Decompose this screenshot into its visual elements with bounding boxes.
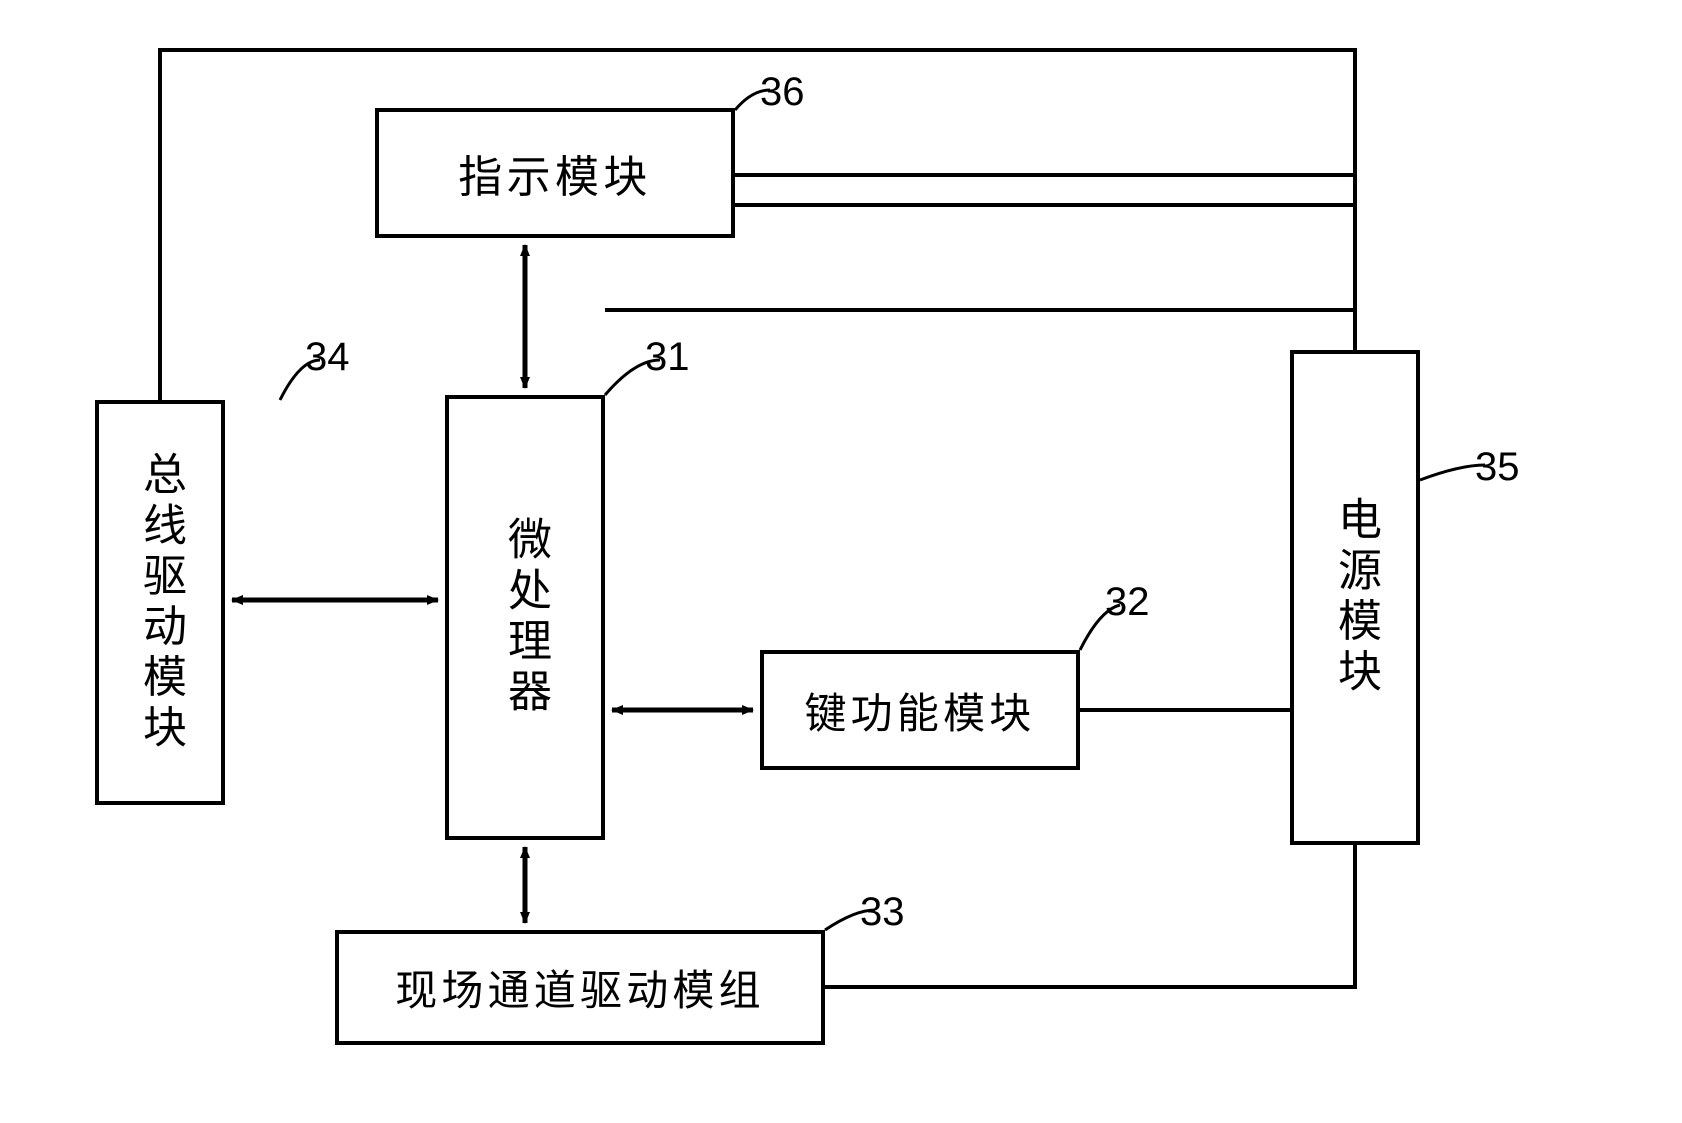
node-field-channel-label: 现场通道驱动模组 — [395, 957, 765, 1018]
diagram-canvas: 指示模块 总线驱动模块 微处理器 键功能模块 现场通道驱动模组 电源模块 36 … — [0, 0, 1682, 1123]
node-indicator-label: 指示模块 — [458, 141, 652, 205]
node-key-function-label: 键功能模块 — [804, 680, 1035, 741]
node-microprocessor: 微处理器 — [445, 395, 605, 840]
node-bus-driver-label: 总线驱动模块 — [128, 451, 192, 755]
node-power: 电源模块 — [1290, 350, 1420, 845]
ref-label-33: 33 — [860, 890, 905, 935]
node-indicator: 指示模块 — [375, 108, 735, 238]
node-bus-driver: 总线驱动模块 — [95, 400, 225, 805]
node-power-label: 电源模块 — [1323, 496, 1387, 698]
ref-label-34: 34 — [305, 335, 350, 380]
ref-label-36: 36 — [760, 70, 805, 115]
node-microprocessor-label: 微处理器 — [493, 516, 557, 718]
ref-label-35: 35 — [1475, 445, 1520, 490]
node-field-channel: 现场通道驱动模组 — [335, 930, 825, 1045]
node-key-function: 键功能模块 — [760, 650, 1080, 770]
connections-layer — [0, 0, 1682, 1123]
ref-label-32: 32 — [1105, 580, 1150, 625]
ref-label-31: 31 — [645, 335, 690, 380]
